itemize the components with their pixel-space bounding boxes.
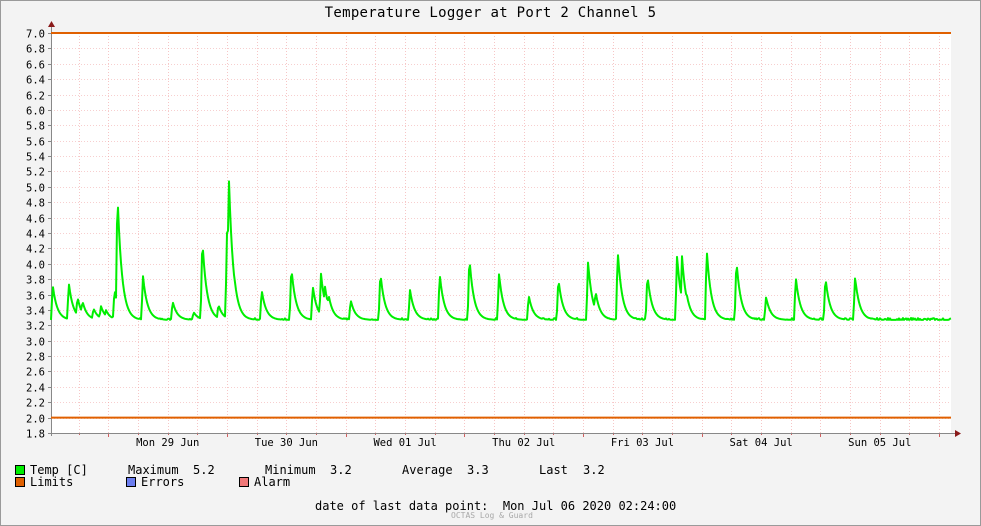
errors-swatch — [126, 477, 136, 487]
x-tick-label: Wed 01 Jul — [373, 437, 436, 449]
y-tick-label: 5.8 — [26, 121, 45, 133]
legend-temp: Temp [C] — [15, 463, 88, 477]
y-tick-label: 3.8 — [26, 275, 45, 287]
alarm-swatch — [239, 477, 249, 487]
y-tick-label: 5.4 — [26, 152, 45, 164]
y-tick-label: 6.2 — [26, 91, 45, 103]
errors-label: Errors — [141, 475, 185, 489]
y-tick-label: 1.8 — [26, 429, 45, 441]
legend-maximum-label: Maximum — [128, 463, 179, 477]
x-tick-label: Sat 04 Jul — [730, 437, 793, 449]
legend-average-value: 3.3 — [467, 463, 489, 477]
plot-background — [51, 33, 951, 433]
y-tick-label: 2.6 — [26, 367, 45, 379]
y-axis-arrow — [48, 21, 55, 27]
y-tick-label: 7.0 — [26, 29, 45, 41]
temp-swatch — [15, 465, 25, 475]
x-tick-label: Tue 30 Jun — [255, 437, 318, 449]
chart-title: Temperature Logger at Port 2 Channel 5 — [324, 5, 657, 21]
y-tick-label: 4.6 — [26, 214, 45, 226]
legend-last-label: Last — [539, 463, 568, 477]
limits-swatch — [15, 477, 25, 487]
plot-area: 1.8 2.0 2.2 2.4 2.6 2.8 3.0 3.2 3.4 3.6 3.8 4.0 4.2 4… — [26, 21, 961, 449]
x-tick-label: Mon 29 Jun — [136, 437, 199, 449]
legend-minimum-value: 3.2 — [330, 463, 352, 477]
x-tick-label: Fri 03 Jul — [611, 437, 674, 449]
y-tick-label: 4.0 — [26, 260, 45, 272]
y-tick-label: 5.6 — [26, 137, 45, 149]
temp-label: Temp [C] — [30, 463, 88, 477]
y-tick-label: 4.8 — [26, 198, 45, 210]
y-tick-label: 3.2 — [26, 321, 45, 333]
x-axis-arrow — [955, 430, 961, 437]
y-tick-label: 3.0 — [26, 337, 45, 349]
y-tick-label: 5.2 — [26, 167, 45, 179]
limits-label: Limits — [30, 475, 74, 489]
y-tick-label: 3.4 — [26, 306, 45, 318]
y-tick-label: 2.8 — [26, 352, 45, 364]
last-data-point-label: date of last data point: — [315, 499, 489, 513]
y-tick-label: 6.0 — [26, 106, 45, 118]
legend-alarm: Alarm — [239, 475, 290, 489]
y-tick-label: 6.4 — [26, 75, 45, 87]
legend-average-label: Average — [402, 463, 453, 477]
y-tick-label: 2.4 — [26, 383, 45, 395]
legend-minimum-label: Minimum — [265, 463, 316, 477]
y-tick-label: 4.2 — [26, 244, 45, 256]
last-data-point-value: Mon Jul 06 2020 02:24:00 — [502, 499, 677, 513]
x-tick-label: Sun 05 Jul — [848, 437, 911, 449]
legend-errors: Errors — [126, 475, 184, 489]
legend-last-value: 3.2 — [583, 463, 605, 477]
y-tick-label: 6.8 — [26, 44, 45, 56]
y-tick-label: 3.6 — [26, 291, 45, 303]
temp-series-line — [50, 180, 952, 321]
alarm-label: Alarm — [254, 475, 291, 489]
y-tick-label: 2.2 — [26, 398, 45, 410]
legend-maximum-value: 5.2 — [193, 463, 215, 477]
x-tick-label: Thu 02 Jul — [492, 437, 555, 449]
y-tick-label: 6.6 — [26, 60, 45, 72]
last-data-point: date of last data point: Mon Jul 06 2020… — [315, 499, 676, 513]
y-tick-label: 5.0 — [26, 183, 45, 195]
legend-limits: Limits — [15, 475, 73, 489]
watermark: OCTAS Log & Guard — [451, 511, 533, 520]
y-tick-label: 4.4 — [26, 229, 45, 241]
y-tick-label: 2.0 — [26, 414, 45, 426]
